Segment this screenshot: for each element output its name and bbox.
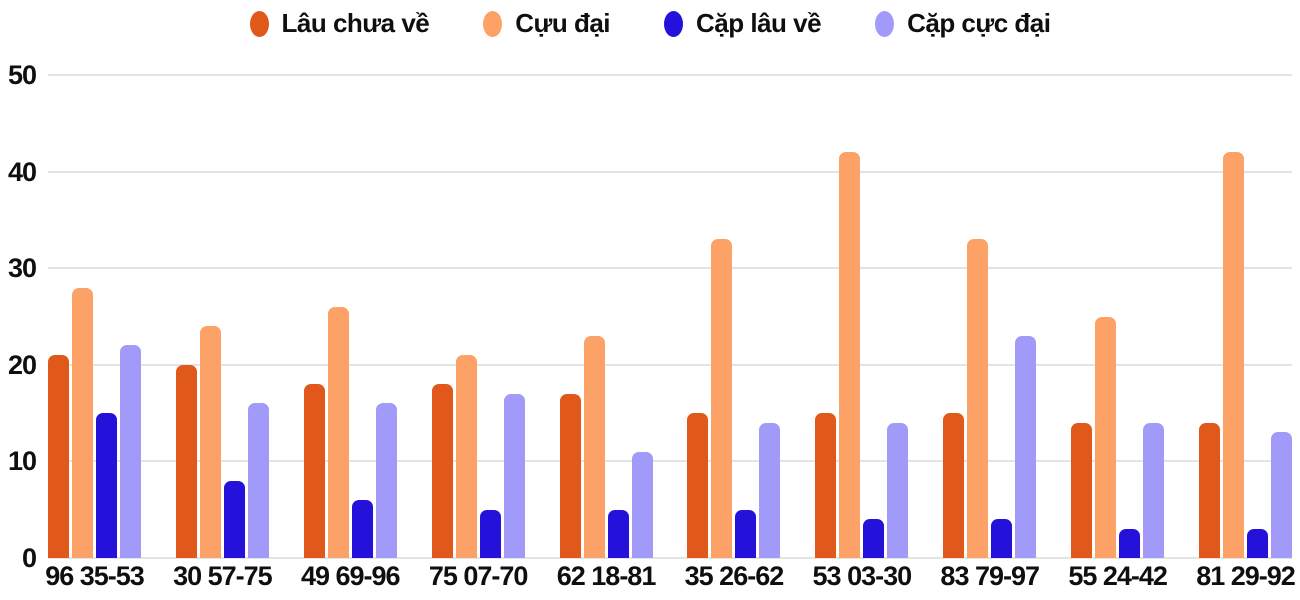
- x-tick-label: 35 26-62: [684, 561, 785, 591]
- legend-item-cuu-dai: Cựu đại: [483, 8, 611, 39]
- bar-Cựu đại-62 18-81: [583, 335, 605, 558]
- plot-area: [48, 74, 1292, 559]
- legend-color-dot-icon: [483, 10, 503, 37]
- y-tick-label: 0: [21, 543, 37, 573]
- x-tick-label: 83 79-97: [940, 561, 1040, 591]
- bar-Cặp lâu về-53 03-30: [863, 519, 885, 558]
- bar-Lâu chưa về-30 57-75: [175, 364, 197, 558]
- bar-Cặp cực đại-62 18-81: [631, 451, 653, 558]
- y-tick-label: 50: [7, 60, 37, 90]
- legend-label: Lâu chưa về: [281, 8, 430, 38]
- bar-Cặp cực đại-49 69-96: [375, 403, 397, 558]
- bar-Cặp cực đại-30 57-75: [247, 403, 269, 558]
- x-tick-label: 53 03-30: [812, 561, 913, 591]
- legend-label: Cựu đại: [515, 8, 611, 38]
- bar-Cựu đại-81 29-92: [1223, 152, 1244, 558]
- bar-Cựu đại-35 26-62: [711, 239, 733, 558]
- bar-group-62 18-81: [559, 335, 653, 558]
- bar-Cặp cực đại-35 26-62: [759, 422, 781, 558]
- bar-Cựu đại-83 79-97: [967, 239, 989, 558]
- bar-Lâu chưa về-55 24-42: [1071, 422, 1093, 558]
- bar-group-49 69-96: [303, 306, 397, 558]
- gridline-y-30: [48, 267, 1292, 270]
- bar-Lâu chưa về-49 69-96: [303, 384, 325, 558]
- legend-color-dot-icon: [875, 10, 895, 37]
- bar-Lâu chưa về-75 07-70: [431, 384, 453, 558]
- y-tick-label: 30: [7, 253, 37, 284]
- x-tick-label: 49 69-96: [300, 561, 401, 591]
- bar-Lâu chưa về-96 35-53: [48, 355, 69, 558]
- bar-Cặp cực đại-96 35-53: [120, 345, 141, 558]
- bar-Cặp lâu về-30 57-75: [223, 480, 245, 558]
- x-tick-label: 96 35-53: [45, 561, 145, 591]
- bar-Lâu chưa về-81 29-92: [1199, 422, 1220, 558]
- bar-group-75 07-70: [431, 355, 525, 558]
- bar-Lâu chưa về-62 18-81: [559, 393, 581, 558]
- x-tick-label: 55 24-42: [1068, 561, 1168, 591]
- y-tick-label: 20: [7, 349, 37, 380]
- bar-Cặp lâu về-83 79-97: [991, 519, 1013, 558]
- bar-Cựu đại-30 57-75: [199, 326, 221, 558]
- bar-Cựu đại-49 69-96: [327, 306, 349, 558]
- legend-color-dot-icon: [664, 10, 684, 37]
- bar-Cặp cực đại-55 24-42: [1143, 422, 1165, 558]
- bar-Cặp cực đại-53 03-30: [887, 422, 909, 558]
- gridline-y-0: [48, 557, 1292, 559]
- bar-group-83 79-97: [943, 239, 1037, 558]
- bar-Lâu chưa về-53 03-30: [815, 413, 837, 558]
- bar-Cặp cực đại-75 07-70: [503, 393, 525, 558]
- bar-Cặp lâu về-35 26-62: [735, 509, 757, 558]
- legend-color-dot-icon: [249, 10, 269, 37]
- x-tick-label: 62 18-81: [556, 561, 657, 591]
- legend-item-lau-chua-ve: Lâu chưa về: [249, 8, 430, 39]
- bar-group-96 35-53: [48, 287, 141, 558]
- bar-Cặp cực đại-81 29-92: [1271, 432, 1292, 558]
- x-tick-label: 30 57-75: [173, 561, 273, 591]
- gridline-y-10: [48, 460, 1292, 463]
- bar-Cựu đại-55 24-42: [1095, 316, 1117, 558]
- y-tick-label: 40: [7, 156, 37, 187]
- bar-Cặp lâu về-96 35-53: [96, 413, 117, 558]
- gridline-y-20: [48, 363, 1292, 366]
- gridline-y-50: [48, 74, 1292, 76]
- bar-Lâu chưa về-83 79-97: [943, 413, 965, 558]
- bar-Lâu chưa về-35 26-62: [687, 413, 709, 558]
- bar-Cựu đại-96 35-53: [72, 287, 93, 558]
- bar-group-35 26-62: [687, 239, 781, 558]
- x-tick-label: 81 29-92: [1196, 561, 1296, 591]
- legend-label: Cặp lâu về: [696, 8, 822, 38]
- x-tick-label: 75 07-70: [428, 561, 529, 591]
- bar-Cặp lâu về-75 07-70: [479, 509, 501, 558]
- legend-item-cap-cuc-dai: Cặp cực đại: [875, 8, 1051, 39]
- y-tick-label: 10: [7, 446, 37, 477]
- bar-Cặp lâu về-81 29-92: [1247, 529, 1268, 558]
- bar-Cặp lâu về-55 24-42: [1119, 529, 1141, 558]
- chart-legend: Lâu chưa về Cựu đại Cặp lâu về Cặp cực đ…: [0, 8, 1300, 39]
- bar-Cặp cực đại-83 79-97: [1015, 335, 1037, 558]
- bar-group-30 57-75: [175, 326, 269, 558]
- legend-item-cap-lau-ve: Cặp lâu về: [664, 8, 822, 39]
- bar-group-53 03-30: [815, 152, 909, 558]
- bar-group-81 29-92: [1199, 152, 1292, 558]
- legend-label: Cặp cực đại: [907, 8, 1051, 38]
- bar-Cặp lâu về-49 69-96: [351, 500, 373, 558]
- bar-Cặp lâu về-62 18-81: [607, 509, 629, 558]
- bar-Cựu đại-53 03-30: [839, 152, 861, 558]
- bar-group-55 24-42: [1071, 316, 1165, 558]
- gridline-y-40: [48, 170, 1292, 173]
- bar-Cựu đại-75 07-70: [455, 355, 477, 558]
